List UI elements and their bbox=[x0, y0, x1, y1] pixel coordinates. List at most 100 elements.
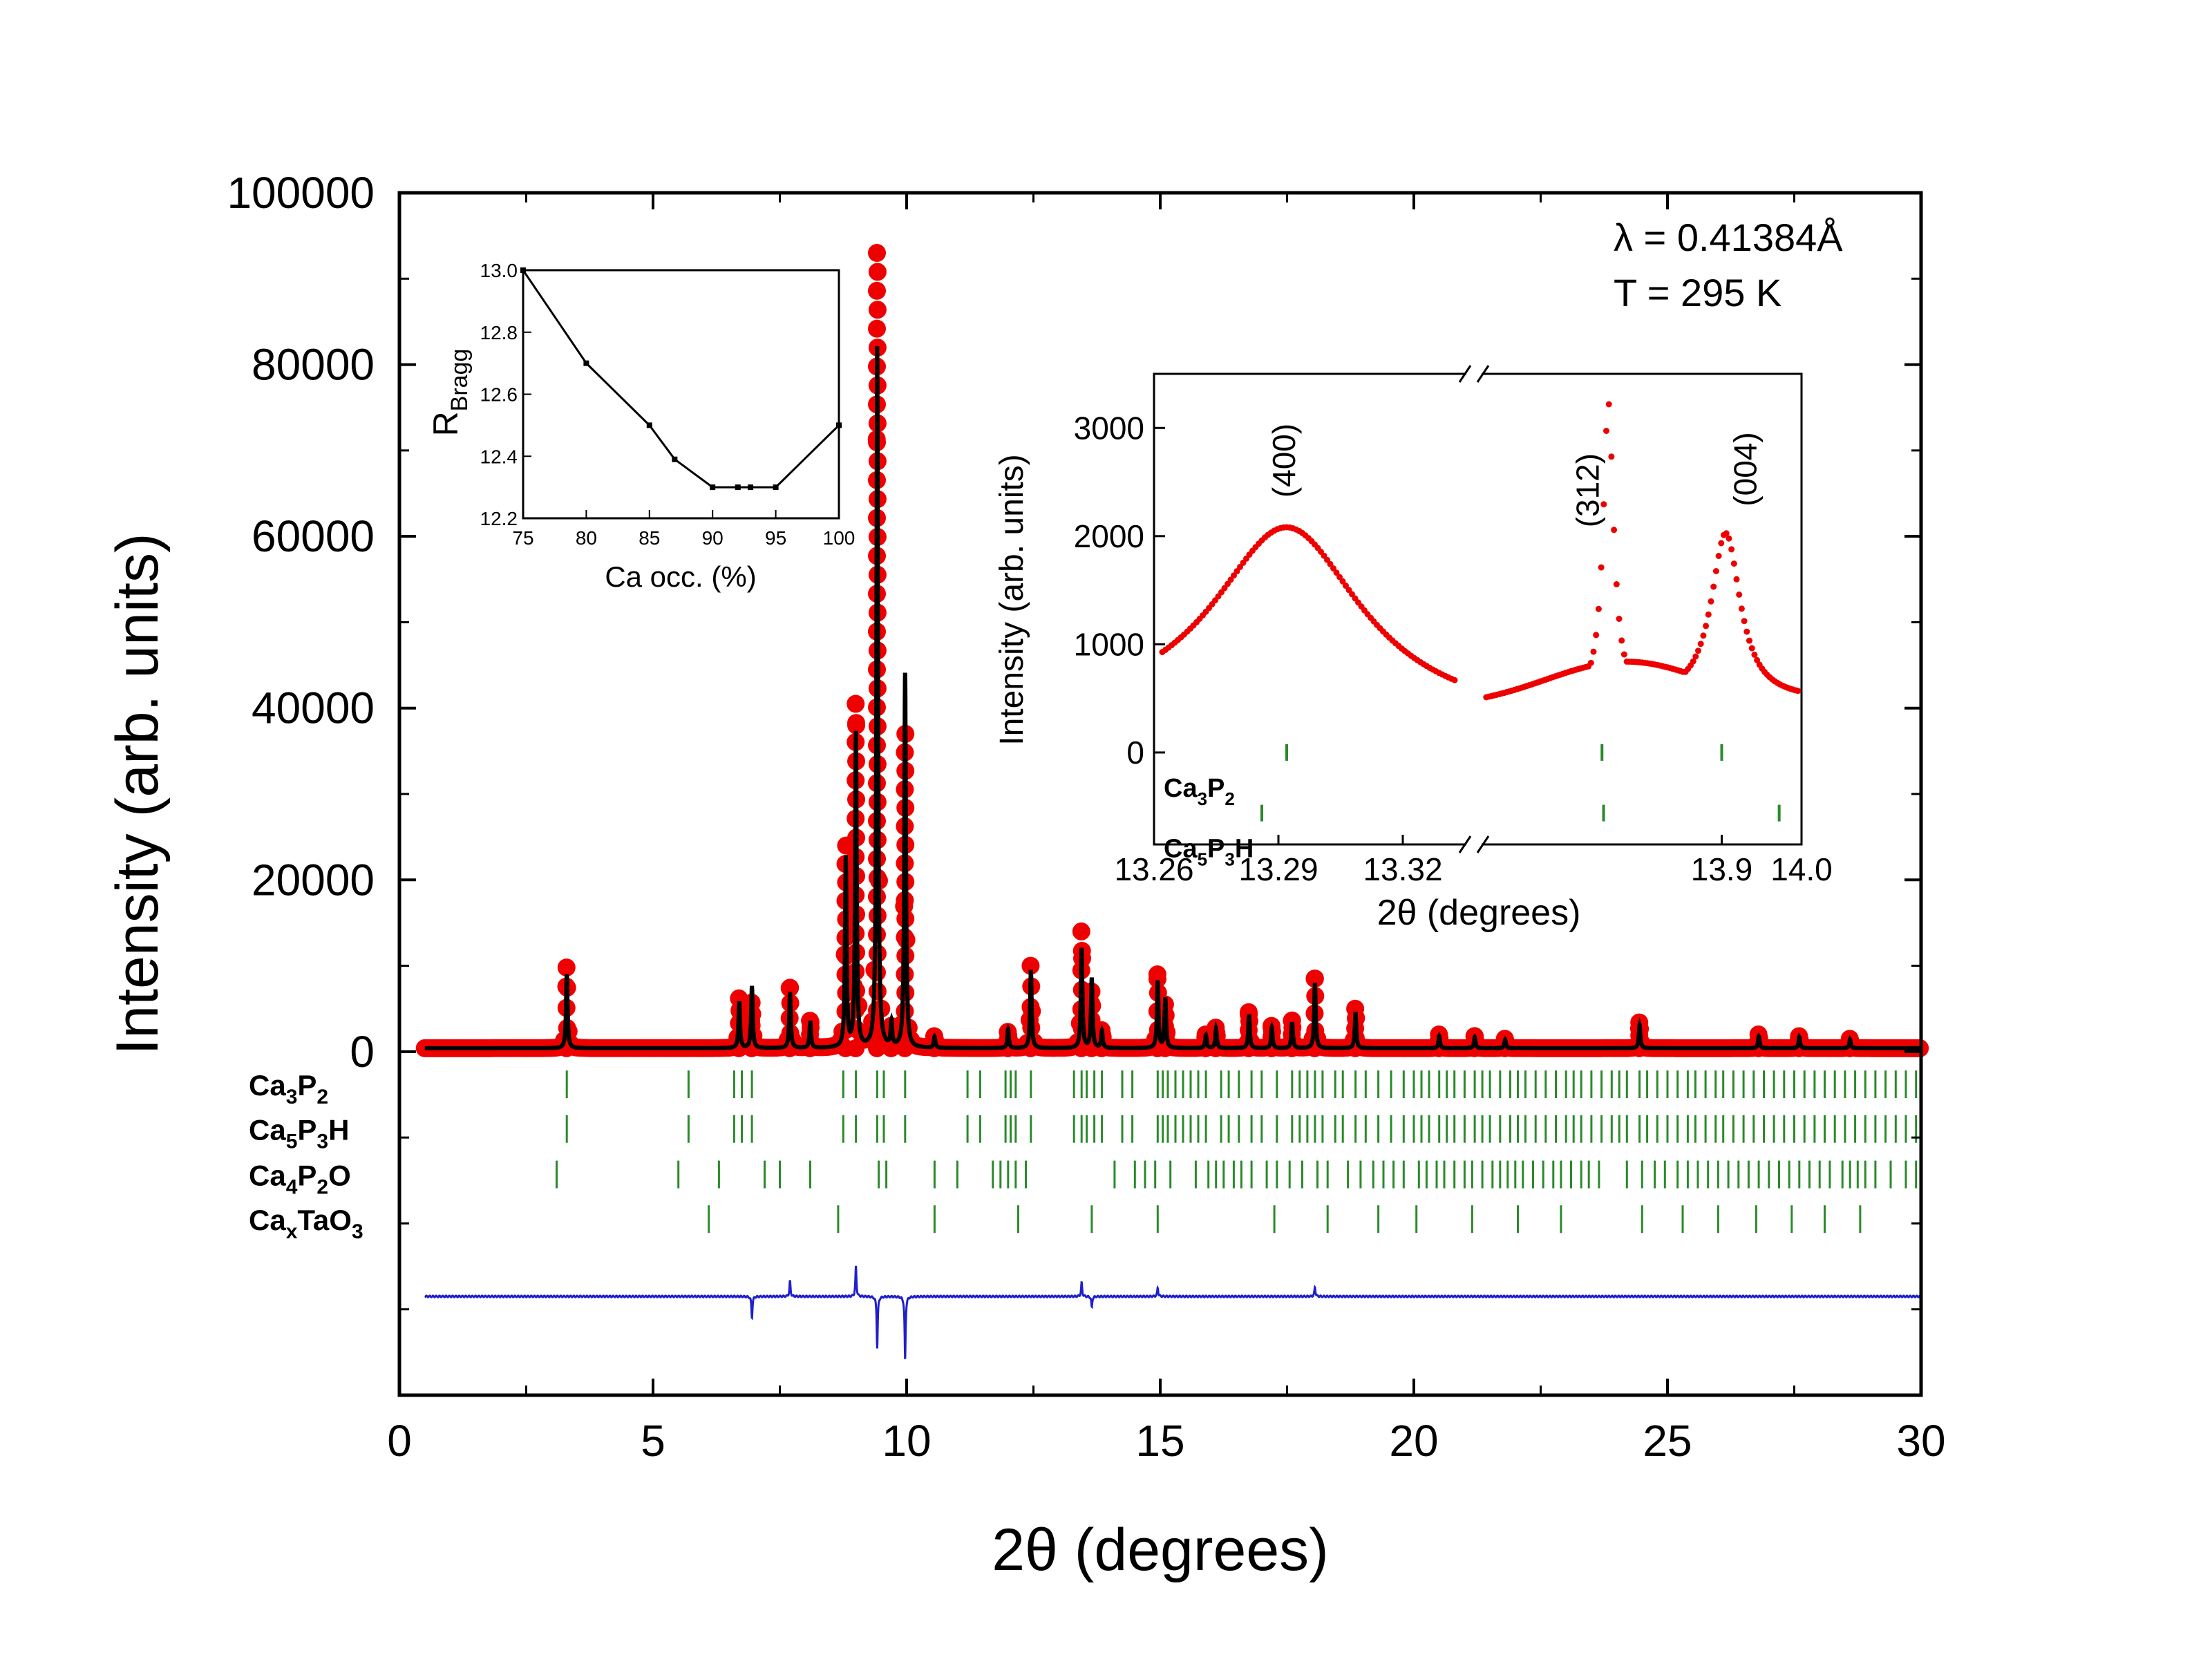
zoom-observed-point bbox=[1743, 628, 1750, 635]
phase-label: CaxTaO3 bbox=[249, 1204, 363, 1243]
phase-reflection-ticks bbox=[556, 1070, 1918, 1233]
y-tick-label: 0 bbox=[350, 1027, 375, 1077]
phase-label-part: 4 bbox=[286, 1176, 298, 1199]
observed-point bbox=[847, 1039, 865, 1057]
zoom-observed-point bbox=[1333, 569, 1340, 576]
rbragg-marker bbox=[773, 484, 779, 491]
zoom-phase-label: Ca3P2 bbox=[1164, 774, 1235, 809]
temperature-annotation: T = 295 K bbox=[1614, 271, 1781, 314]
zoom-observed-point bbox=[1718, 540, 1725, 547]
zoom-observed-point bbox=[1451, 677, 1458, 683]
calculated-profile-line bbox=[424, 346, 1921, 1050]
zoom-observed-point bbox=[1723, 530, 1730, 537]
zoom-observed-point bbox=[1598, 564, 1605, 571]
zoom-observed-point bbox=[1600, 501, 1607, 508]
observed-point bbox=[1021, 956, 1040, 975]
y-tick-label: 60000 bbox=[252, 511, 375, 561]
rbragg-y-axis-label-main: R bbox=[426, 411, 465, 436]
y-tick-label: 20000 bbox=[252, 855, 375, 905]
observed-point bbox=[1148, 965, 1166, 983]
rbragg-y-axis-label: RBragg bbox=[426, 349, 473, 437]
zoom-observed-point bbox=[1603, 428, 1609, 434]
phase-label-part: Ca bbox=[249, 1069, 286, 1102]
phase-label-part: Ca bbox=[249, 1114, 286, 1146]
phase-label-part: 3 bbox=[1198, 788, 1207, 809]
zoom-observed-point bbox=[1710, 583, 1717, 590]
zoom-observed-point bbox=[1697, 641, 1704, 647]
rbragg-inset-data bbox=[520, 267, 842, 491]
zoom-observed-point bbox=[1608, 453, 1615, 460]
zoom-y-tick-label: 3000 bbox=[1074, 410, 1144, 446]
phase-label: Ca3P2 bbox=[249, 1069, 328, 1108]
zoom-x-tick-label: 13.32 bbox=[1363, 851, 1442, 887]
zoom-inset-reflection-ticks bbox=[1260, 744, 1781, 822]
observed-point bbox=[847, 714, 865, 732]
x-tick-label: 30 bbox=[1896, 1416, 1945, 1466]
zoom-observed-point bbox=[1795, 688, 1802, 694]
observed-point bbox=[868, 982, 887, 1001]
rbragg-marker bbox=[836, 422, 842, 428]
observed-point bbox=[1283, 1012, 1301, 1030]
phase-label-part: Ca bbox=[1164, 774, 1198, 803]
zoom-peak-label: (400) bbox=[1266, 424, 1302, 498]
rbragg-y-axis-label-sub: Bragg bbox=[446, 349, 473, 412]
zoom-observed-point bbox=[1703, 623, 1710, 630]
zoom-inset-axes: 13.26 13.29 13.32 13.9 14.0 0 1000 2000 3000 bbox=[1074, 365, 1833, 887]
zoom-observed-point bbox=[1741, 618, 1748, 625]
axis-break-mark bbox=[1458, 365, 1472, 383]
rbragg-x-axis-label: Ca occ. (%) bbox=[605, 560, 756, 593]
rbragg-y-tick-label: 12.8 bbox=[480, 322, 518, 343]
zoom-y-tick-label: 0 bbox=[1126, 735, 1144, 770]
axis-break-mark bbox=[1476, 835, 1490, 853]
y-tick-label: 80000 bbox=[252, 340, 375, 390]
zoom-observed-point bbox=[1233, 568, 1240, 575]
zoom-observed-point bbox=[1738, 605, 1745, 612]
zoom-observed-point bbox=[1613, 581, 1620, 587]
zoom-observed-point bbox=[1587, 659, 1594, 666]
phase-label-part: H bbox=[1235, 835, 1254, 864]
rbragg-marker bbox=[735, 484, 741, 491]
x-tick-label: 15 bbox=[1135, 1416, 1184, 1466]
zoom-observed-point bbox=[1692, 653, 1699, 660]
x-tick-label: 25 bbox=[1643, 1416, 1692, 1466]
zoom-observed-point bbox=[1746, 637, 1752, 644]
phase-label-part: P bbox=[1207, 774, 1225, 803]
calculated-curve-group bbox=[424, 346, 1921, 1050]
phase-label-part: O bbox=[328, 1160, 351, 1192]
phase-label-part: Ca bbox=[249, 1204, 286, 1236]
observed-point bbox=[868, 263, 887, 281]
rbragg-marker bbox=[710, 484, 716, 491]
phase-label-part: P bbox=[1207, 835, 1225, 864]
phase-label-part: 3 bbox=[352, 1220, 363, 1243]
zoom-x-tick-label: 13.26 bbox=[1114, 851, 1193, 887]
observed-point bbox=[868, 301, 887, 319]
zoom-observed-point bbox=[1330, 565, 1336, 571]
zoom-observed-point bbox=[1616, 616, 1623, 622]
rbragg-marker bbox=[520, 267, 526, 273]
rbragg-marker bbox=[646, 422, 652, 428]
phase-label-part: Ca bbox=[1164, 835, 1198, 864]
y-tick-label: 40000 bbox=[252, 683, 375, 733]
phase-label-part: 5 bbox=[1198, 849, 1207, 870]
observed-point bbox=[896, 1002, 914, 1021]
rbragg-marker bbox=[583, 360, 589, 366]
zoom-observed-point bbox=[1715, 553, 1722, 559]
observed-point bbox=[1305, 970, 1324, 988]
zoom-y-tick-label: 2000 bbox=[1074, 518, 1144, 554]
main-y-axis-label: Intensity (arb. units) bbox=[104, 533, 171, 1055]
zoom-observed-point bbox=[1736, 592, 1743, 598]
x-tick-label: 20 bbox=[1389, 1416, 1438, 1466]
zoom-inset-frame bbox=[1153, 372, 1803, 846]
zoom-observed-point bbox=[1605, 401, 1612, 408]
zoom-observed-point bbox=[1754, 656, 1761, 663]
rbragg-y-tick-label: 12.2 bbox=[480, 508, 518, 529]
phase-label: Ca4P2O bbox=[249, 1160, 351, 1199]
zoom-observed-point bbox=[1618, 637, 1625, 644]
observed-point bbox=[868, 319, 886, 338]
phase-label-part: P bbox=[297, 1160, 316, 1192]
observed-point bbox=[557, 958, 576, 977]
rbragg-marker bbox=[672, 456, 678, 462]
zoom-observed-point bbox=[1733, 576, 1740, 583]
